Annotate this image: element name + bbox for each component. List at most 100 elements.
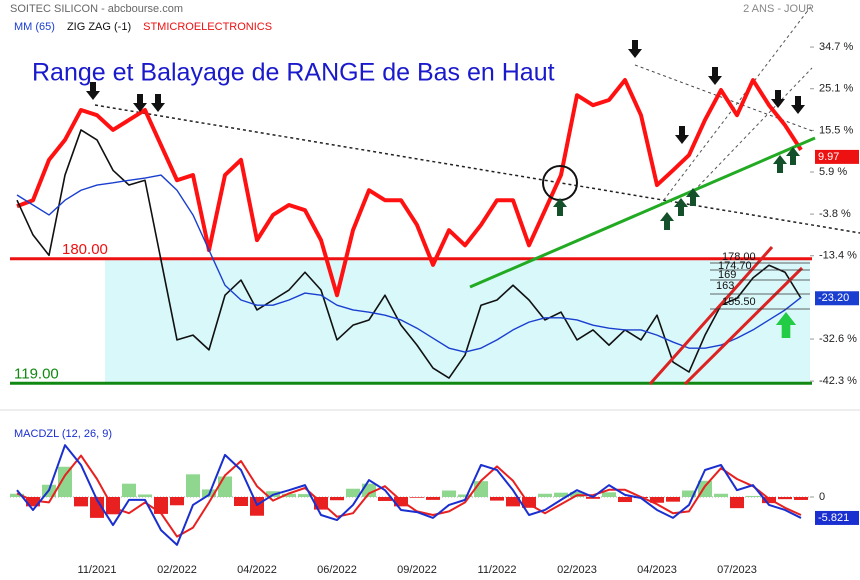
last-value-label: -5.821 — [818, 512, 849, 524]
histogram-bar — [650, 497, 664, 503]
histogram-bar — [282, 493, 296, 497]
histogram-bar — [522, 497, 536, 508]
histogram-bar — [330, 497, 344, 501]
x-tick-label: 04/2022 — [237, 564, 277, 576]
legend-entry: MM (65) — [14, 21, 55, 33]
histogram-bar — [186, 474, 200, 497]
histogram-bar — [794, 497, 808, 500]
down-arrow — [771, 90, 785, 108]
histogram-bar — [250, 497, 264, 516]
histogram-bar — [154, 497, 168, 514]
x-tick-label: 02/2022 — [157, 564, 197, 576]
y-tick-label: -3.8 % — [819, 208, 851, 220]
histogram-bar — [378, 497, 392, 501]
up-arrow — [773, 155, 787, 173]
histogram-bar — [714, 493, 728, 497]
histogram-bar — [410, 497, 424, 498]
price-label: 9.97 — [818, 151, 839, 163]
histogram-bar — [554, 492, 568, 497]
histogram-bar — [298, 494, 312, 497]
channel-line — [683, 266, 804, 386]
trend-annotations — [94, 4, 860, 234]
histogram-bar — [138, 494, 152, 497]
histogram-bar — [122, 483, 136, 497]
y-tick-label: 25.1 % — [819, 83, 853, 95]
y-tick-label: 0 — [819, 491, 825, 503]
histogram-bar — [346, 488, 360, 497]
y-tick-label: 15.5 % — [819, 124, 853, 136]
histogram-bar — [682, 490, 696, 497]
level-label: 119.00 — [14, 365, 59, 382]
up-arrow — [660, 212, 674, 230]
up-arrow — [686, 188, 700, 206]
series-line — [16, 78, 803, 298]
histogram-bar — [778, 497, 792, 500]
series-line — [16, 129, 802, 379]
period: 2 ANS - JOUR — [743, 3, 814, 15]
histogram-bar — [506, 497, 520, 507]
y-tick-label: 5.9 % — [819, 166, 847, 178]
level-label: 180.00 — [62, 241, 108, 258]
histogram-bar — [762, 497, 776, 504]
histogram-bar — [490, 497, 504, 501]
last-value-box — [815, 291, 859, 306]
histogram-bar — [602, 492, 616, 497]
histogram-bar — [58, 466, 72, 497]
channel-line — [689, 67, 813, 196]
histogram-bar — [234, 497, 248, 506]
support-line — [469, 136, 816, 289]
histogram-bar — [618, 497, 632, 503]
legend-entry: ZIG ZAG (-1) — [67, 21, 131, 33]
x-tick-label: 04/2023 — [637, 564, 677, 576]
price-box — [815, 149, 859, 164]
down-arrow — [708, 67, 722, 85]
histogram-bar — [458, 494, 472, 497]
x-tick-label: 06/2022 — [317, 564, 357, 576]
histogram-bar — [426, 497, 440, 500]
legend-entry: STMICROELECTRONICS — [143, 21, 272, 33]
histogram-bar — [746, 495, 760, 497]
histogram-bar — [170, 497, 184, 506]
drawings — [86, 40, 816, 386]
histogram-bar — [442, 490, 456, 497]
series-line — [16, 444, 802, 546]
fib-label: 163 — [716, 280, 734, 292]
down-arrows — [86, 40, 805, 144]
fib-label: 155.50 — [722, 296, 756, 308]
histogram-bar — [218, 476, 232, 497]
fib-label: 169 — [718, 269, 736, 281]
last-value-box — [815, 510, 859, 525]
up-arrow — [553, 198, 567, 216]
histogram-bar — [74, 497, 88, 507]
fib-label: 178.00 — [722, 251, 756, 263]
channel-line — [659, 4, 813, 206]
down-arrow — [151, 94, 165, 112]
x-tick-label: 07/2023 — [717, 564, 757, 576]
down-arrow — [628, 40, 642, 58]
series-layer — [16, 78, 803, 546]
x-tick-label: 11/2022 — [478, 564, 517, 576]
down-arrow — [675, 126, 689, 144]
up-arrow — [674, 198, 688, 216]
x-tick-label: 02/2023 — [557, 564, 597, 576]
series-line — [16, 174, 802, 353]
fib-label: 174.70 — [718, 260, 752, 272]
x-tick-label: 09/2022 — [397, 564, 437, 576]
histogram-bar — [538, 493, 552, 497]
source: SOITEC SILICON - abcbourse.com — [10, 3, 183, 15]
last-value-label: -23.20 — [818, 292, 849, 304]
histogram-bar — [666, 497, 680, 502]
histogram-bar — [10, 493, 24, 497]
panel-title: MACDZL (12, 26, 9) — [14, 428, 112, 440]
histogram-bar — [730, 497, 744, 509]
y-tick-label: -13.4 % — [819, 250, 857, 262]
y-tick-label: 34.7 % — [819, 41, 853, 53]
y-tick-label: -32.6 % — [819, 333, 857, 345]
y-tick-label: -42.3 % — [819, 375, 857, 387]
chart-title: Range et Balayage de RANGE de Bas en Hau… — [32, 59, 555, 87]
histogram-bar — [26, 497, 40, 507]
histogram-bar — [90, 497, 104, 518]
down-arrow — [791, 96, 805, 114]
